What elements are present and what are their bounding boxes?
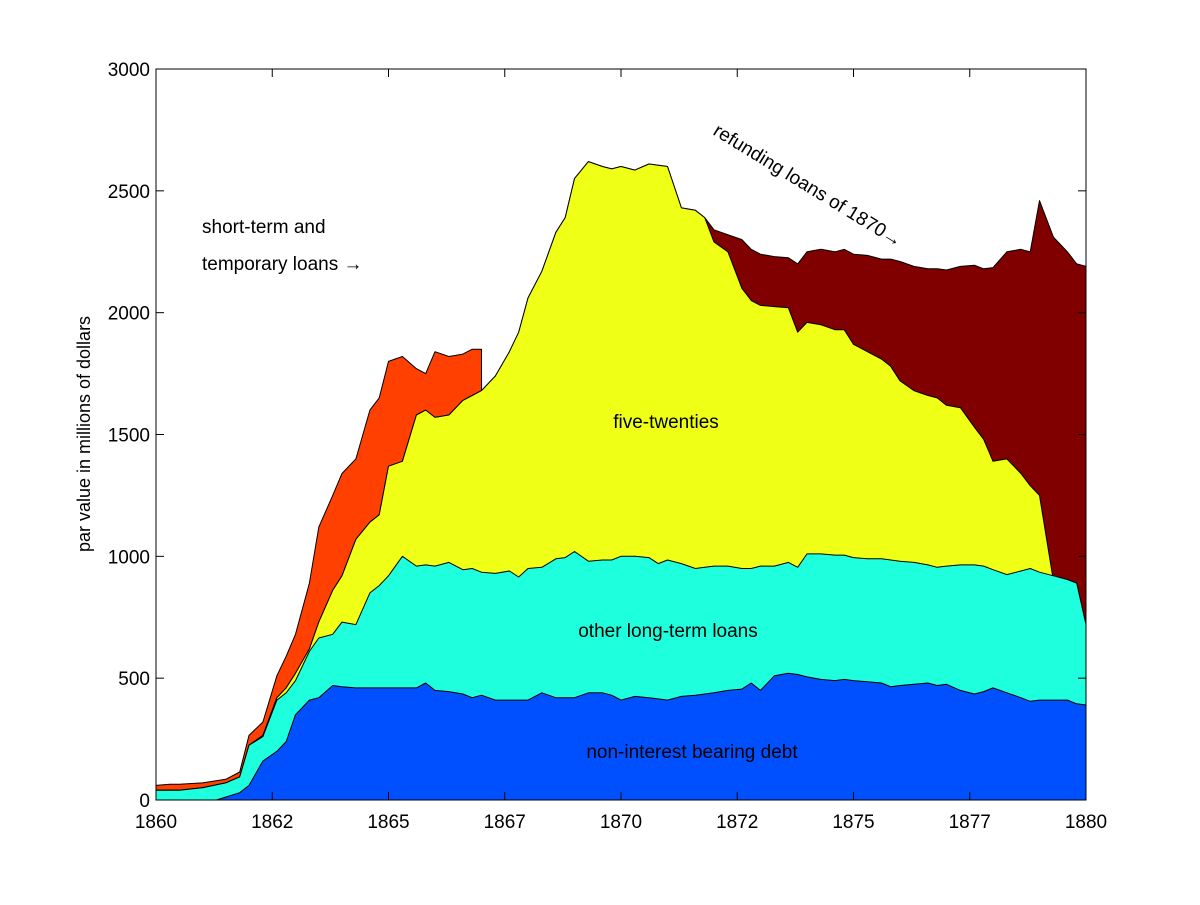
label-non-interest-bearing-debt: non-interest bearing debt [586,742,798,763]
area-series-group [155,161,1087,801]
y-tick-label: 3000 [108,60,150,81]
y-axis-label: par value in millions of dollars [74,316,94,552]
y-tick-label: 500 [118,669,150,690]
y-tick-label: 1000 [108,547,150,568]
axis-ticks: 1860 1862 1865 1867 1870 1872 1875 1877 1880 0 500… [108,60,1107,833]
x-tick-label: 1860 [135,812,177,833]
x-tick-label: 1880 [1065,812,1107,833]
y-tick-label: 1500 [108,426,150,447]
area-non-interest-bearing-debt [169,672,1087,801]
x-tick-label: 1867 [484,812,526,833]
y-tick-label: 0 [139,791,150,812]
annotation-short-term-line2: temporary loans → [202,254,363,275]
x-tick-label: 1877 [949,812,991,833]
label-five-twenties: five-twenties [613,412,719,433]
x-tick-label: 1870 [600,812,642,833]
x-tick-label: 1865 [367,812,409,833]
y-tick-label: 2500 [108,182,150,203]
x-tick-label: 1875 [832,812,874,833]
x-tick-label: 1872 [716,812,758,833]
y-tick-label: 2000 [108,304,150,325]
label-other-long-term-loans: other long-term loans [578,621,758,642]
annotation-short-term-line1: short-term and [202,217,326,238]
x-tick-label: 1862 [251,812,293,833]
